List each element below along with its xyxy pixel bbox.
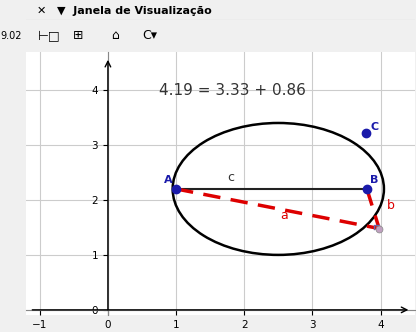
Text: 9.02: 9.02 — [1, 31, 22, 41]
Text: B: B — [370, 175, 379, 186]
Text: 4.19 = 3.33 + 0.86: 4.19 = 3.33 + 0.86 — [159, 83, 306, 98]
Text: ⊞: ⊞ — [73, 29, 83, 42]
Text: ✕: ✕ — [37, 6, 46, 16]
Text: c: c — [227, 171, 234, 184]
Text: b: b — [387, 199, 395, 212]
Text: A: A — [164, 175, 173, 186]
Text: C: C — [371, 122, 379, 132]
Text: ⊢□: ⊢□ — [38, 29, 60, 42]
Text: a: a — [280, 208, 288, 222]
Text: ⌂: ⌂ — [111, 29, 119, 42]
Text: ▼  Janela de Visualização: ▼ Janela de Visualização — [57, 6, 212, 16]
Text: C▾: C▾ — [143, 29, 158, 42]
